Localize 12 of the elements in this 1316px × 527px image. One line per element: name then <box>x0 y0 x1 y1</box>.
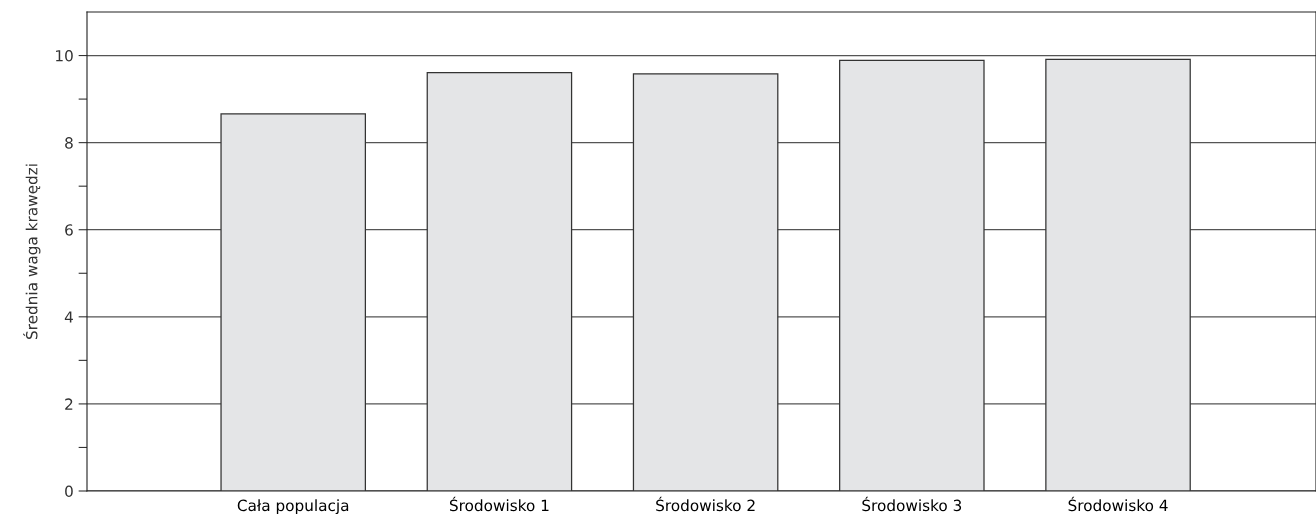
y-tick-label: 4 <box>64 311 73 323</box>
x-tick-label: Środowisko 2 <box>656 496 755 512</box>
y-tick-label: 2 <box>65 398 73 410</box>
x-tick-label: Środowisko 4 <box>1068 496 1168 512</box>
y-tick-label: 0 <box>65 485 73 498</box>
x-tick-label: Cała populacja <box>237 499 349 515</box>
x-tick-label: Środowisko 1 <box>449 496 549 512</box>
y-tick-label: 6 <box>65 224 73 236</box>
y-axis-title: Średnia waga krawędzi <box>23 164 41 339</box>
x-tick-label: Środowisko 3 <box>862 496 962 512</box>
y-tick-label: 10 <box>56 50 73 62</box>
y-tick-label: 8 <box>65 137 73 149</box>
